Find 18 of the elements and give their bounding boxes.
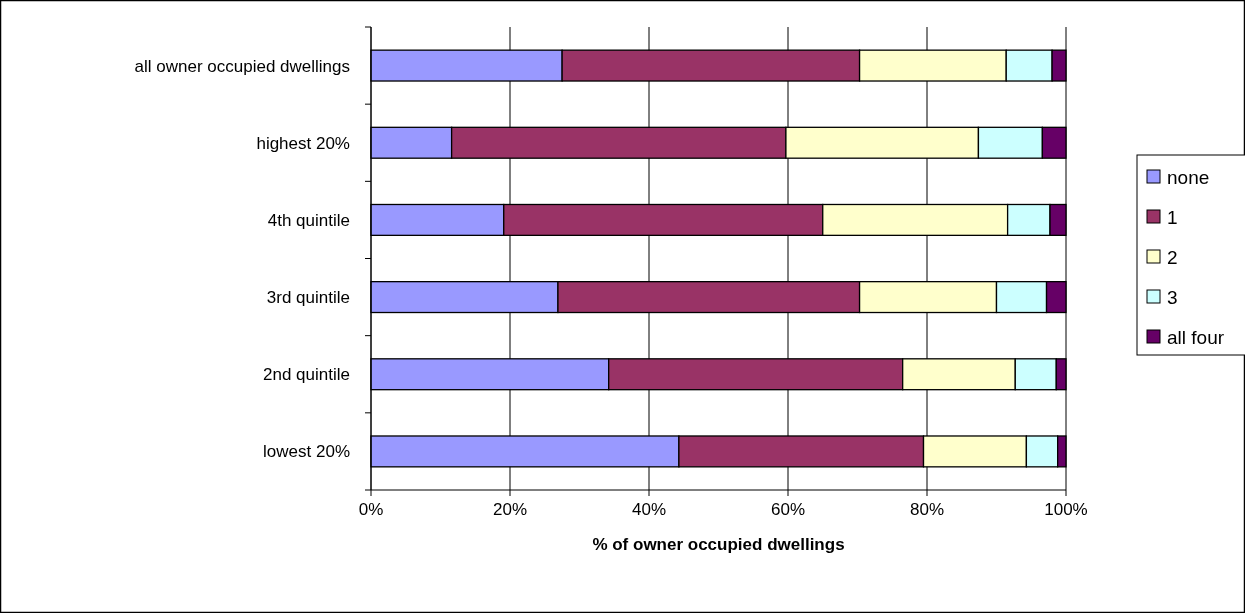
legend-label: 1 bbox=[1167, 207, 1178, 228]
y-tick-label: 4th quintile bbox=[267, 210, 350, 230]
x-tick-label: 100% bbox=[1044, 500, 1088, 519]
y-tick-label: all owner occupied dwellings bbox=[134, 56, 350, 76]
x-tick-label: 80% bbox=[909, 500, 945, 519]
y-tick-label: highest 20% bbox=[256, 133, 350, 153]
x-tick-label: 20% bbox=[492, 500, 528, 519]
x-axis-title: % of owner occupied dwellings bbox=[592, 535, 845, 554]
legend-label: 2 bbox=[1167, 247, 1178, 268]
x-tick-label: 40% bbox=[631, 500, 667, 519]
y-tick-label: 2nd quintile bbox=[263, 365, 350, 385]
x-tick-label: 0% bbox=[358, 500, 384, 519]
legend-label: 3 bbox=[1167, 287, 1178, 308]
x-tick-label: 60% bbox=[770, 500, 806, 519]
legend-label: none bbox=[1167, 167, 1210, 188]
y-tick-label: lowest 20% bbox=[263, 442, 350, 462]
legend-label: all four bbox=[1167, 327, 1225, 348]
y-tick-label: 3rd quintile bbox=[266, 288, 350, 308]
